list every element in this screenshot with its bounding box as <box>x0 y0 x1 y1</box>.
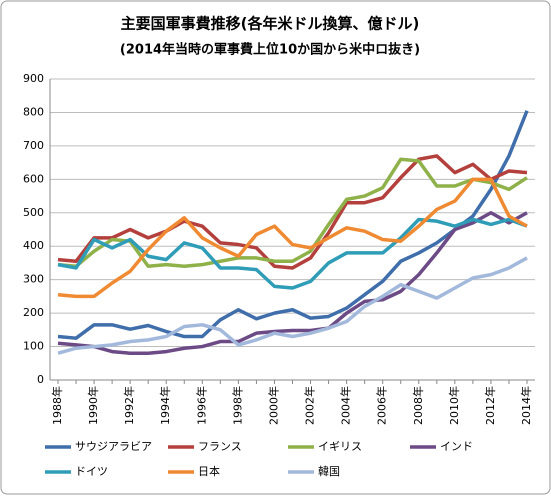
legend-label: フランス <box>198 440 242 453</box>
legend-label: 韓国 <box>318 465 340 478</box>
legend-label: インド <box>440 440 473 453</box>
series-line <box>57 211 528 355</box>
x-tick-label: 1992年 <box>122 386 136 425</box>
y-tick-label: 300 <box>23 273 44 286</box>
series-line <box>57 154 528 270</box>
y-tick-label: 100 <box>23 340 44 353</box>
x-tick-label: 1988年 <box>50 386 64 425</box>
y-tick-label: 800 <box>23 105 44 118</box>
legend-label: サウジアラビア <box>75 440 152 453</box>
series-line <box>57 177 528 299</box>
x-tick-label: 2006年 <box>375 386 389 425</box>
x-tick-label: 2010年 <box>447 386 461 425</box>
y-tick-label: 700 <box>23 139 44 152</box>
y-tick-label: 600 <box>23 172 44 185</box>
x-tick-label: 1996年 <box>194 386 208 425</box>
x-tick-label: 2002年 <box>303 386 317 425</box>
series-line <box>57 217 528 290</box>
x-tick-label: 1994年 <box>158 386 172 425</box>
x-tick-label: 1990年 <box>86 386 100 425</box>
x-tick-label: 1998年 <box>230 386 244 425</box>
series-line <box>57 256 528 355</box>
legend-label: ドイツ <box>75 465 108 478</box>
y-tick-label: 400 <box>23 239 44 252</box>
legend-label: イギリス <box>318 440 362 453</box>
y-tick-label: 200 <box>23 306 44 319</box>
x-tick-label: 2004年 <box>339 386 353 425</box>
y-tick-label: 0 <box>37 373 44 386</box>
y-tick-label: 500 <box>23 206 44 219</box>
x-tick-label: 2014年 <box>519 386 533 425</box>
x-tick-label: 2000年 <box>266 386 280 425</box>
series-line <box>57 157 528 269</box>
x-tick-label: 2012年 <box>483 386 497 425</box>
legend-label: 日本 <box>198 464 220 478</box>
chart-title: 主要国軍事費推移(各年米ドル換算、億ドル) <box>121 15 420 33</box>
chart-subtitle: (2014年当時の軍事費上位10か国から米中ロ抜き) <box>120 42 420 58</box>
series-line <box>57 110 529 340</box>
y-tick-label: 900 <box>23 72 44 85</box>
x-tick-label: 2008年 <box>411 386 425 425</box>
